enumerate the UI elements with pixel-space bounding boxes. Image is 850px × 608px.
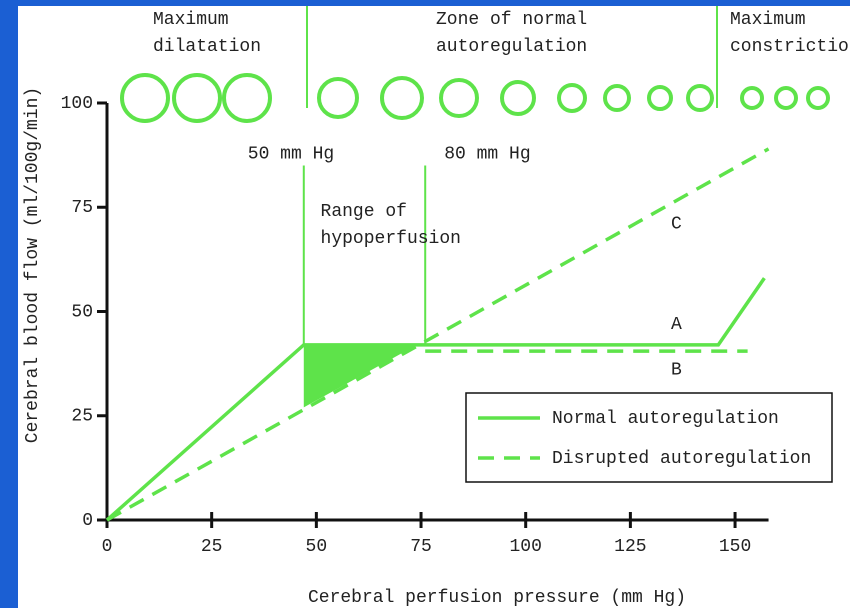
y-tick-label: 50 — [71, 302, 93, 322]
zone-label: dilatation — [153, 37, 261, 57]
zone-label: Maximum — [730, 10, 806, 30]
line-series — [105, 277, 766, 522]
threshold-label: 50 mm Hg — [248, 144, 334, 164]
x-tick-label: 125 — [614, 537, 646, 557]
x-tick-label: 25 — [201, 537, 223, 557]
zone-label: constriction — [730, 37, 850, 57]
threshold-label: 80 mm Hg — [444, 144, 530, 164]
panel — [18, 6, 850, 608]
curve-label: A — [671, 315, 682, 335]
x-tick-label: 50 — [306, 537, 328, 557]
annotation: Range of — [321, 202, 407, 222]
vessel-icons — [120, 73, 830, 123]
curve-label: B — [671, 361, 682, 381]
x-tick-label: 100 — [509, 537, 541, 557]
x-tick-label: 150 — [719, 537, 751, 557]
y-axis-label: Cerebral blood flow (ml/100g/min) — [23, 87, 43, 443]
y-tick-label: 25 — [71, 407, 93, 427]
x-tick-label: 75 — [410, 537, 432, 557]
line-series — [106, 147, 770, 522]
y-tick-label: 0 — [82, 511, 93, 531]
y-tick-label: 100 — [61, 94, 93, 114]
curve-label: C — [671, 215, 682, 235]
legend-label: Disrupted autoregulation — [552, 449, 811, 469]
zone-label: Zone of normal — [436, 10, 587, 30]
zone-label: autoregulation — [436, 37, 587, 57]
x-axis-label: Cerebral perfusion pressure (mm Hg) — [308, 588, 686, 608]
legend-box — [465, 392, 833, 483]
annotation: hypoperfusion — [321, 229, 461, 249]
x-tick-label: 0 — [102, 537, 113, 557]
legend-label: Normal autoregulation — [552, 409, 779, 429]
zone-label: Maximum — [153, 10, 229, 30]
y-tick-label: 75 — [71, 198, 93, 218]
